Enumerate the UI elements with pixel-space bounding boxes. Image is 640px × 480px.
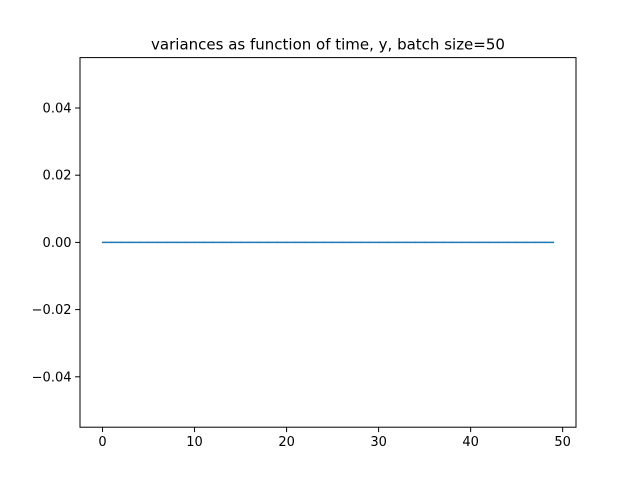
data-point [387,241,389,244]
y-tick-label: −0.02 [32,303,72,318]
data-point [147,241,150,244]
x-tick-label: 50 [554,435,571,450]
data-point [138,241,141,244]
data-point [341,241,343,244]
data-point [414,241,417,244]
data-point [552,241,555,244]
data-point [295,241,297,244]
data-point [350,241,352,244]
x-tick-label: 30 [370,435,387,450]
data-point [129,241,131,244]
data-point [377,241,380,244]
data-point [157,241,159,244]
data-point [304,241,306,244]
data-point [469,241,472,244]
x-tick-label: 0 [98,435,106,450]
data-point [423,241,426,244]
data-point [276,241,279,244]
data-point [166,241,168,244]
data-point [193,241,196,244]
data-point [249,241,251,244]
y-tick-label: 0.00 [43,236,72,251]
y-tick-label: 0.02 [43,169,72,184]
plot-frame [79,57,577,428]
data-point [221,241,223,244]
x-tick-label: 10 [186,435,203,450]
data-point [331,241,334,244]
data-point [111,241,113,244]
y-tick-label: −0.04 [32,370,72,385]
x-tick-label: 20 [278,435,295,450]
data-point [203,241,205,244]
data-point [359,241,361,244]
data-point [212,241,214,244]
data-point [267,241,269,244]
data-point [184,241,187,244]
chart-title: variances as function of time, y, batch … [151,36,505,54]
data-point [239,241,242,244]
data-point [433,241,435,244]
data-point [460,241,463,244]
ticks-layer: 0 10 20 30 40 50 −0.04 −0.02 0.00 0.02 0.04 [32,102,571,451]
data-point [543,241,545,244]
data-point [101,241,104,244]
data-point [313,241,315,244]
data-point [497,241,499,244]
data-point [525,241,527,244]
x-tick-label: 40 [462,435,479,450]
data-point [120,241,122,244]
data-point [322,241,325,244]
data-point [479,241,481,244]
data-point [488,241,490,244]
data-point [285,241,288,244]
data-point [175,241,177,244]
data-point [534,241,536,244]
data-point [506,241,509,244]
y-tick-label: 0.04 [43,102,72,117]
data-point [515,241,518,244]
data-point [368,241,371,244]
data-point [396,241,398,244]
series-layer [101,241,555,244]
data-point [442,241,444,244]
data-point [230,241,233,244]
data-point [258,241,260,244]
data-point [451,241,453,244]
data-point [405,241,407,244]
